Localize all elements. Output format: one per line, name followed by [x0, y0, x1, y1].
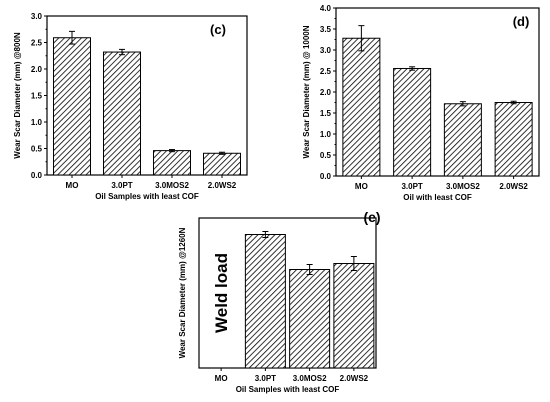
x-tick-label: 2.0WS2 — [340, 374, 369, 383]
x-tick-label: 3.0MOS2 — [155, 181, 189, 190]
x-tick-label: MO — [215, 374, 228, 383]
x-tick-label: 3.0PT — [255, 374, 276, 383]
panel-label: (c) — [210, 22, 226, 37]
y-tick-label: 3.0 — [31, 12, 43, 21]
x-axis-label: Oil with least COF — [403, 193, 472, 202]
x-axis-label: Oil Samples with least COF — [236, 385, 340, 394]
y-tick-label: 0.0 — [320, 172, 332, 181]
x-tick-label: 2.0WS2 — [208, 181, 237, 190]
bar — [153, 150, 191, 176]
bar — [494, 102, 533, 177]
y-tick-label: 3.5 — [320, 25, 332, 34]
bar — [244, 234, 286, 369]
x-tick-label: 3.0PT — [401, 182, 422, 191]
bar — [103, 51, 141, 176]
y-axis-label: Wear Scar Diameter (mm) @800N — [13, 32, 22, 159]
bar — [333, 263, 375, 369]
plot-frame — [198, 217, 377, 369]
bar — [289, 269, 331, 369]
bar — [342, 37, 381, 177]
y-tick-label: 1.0 — [31, 118, 43, 127]
chart-panel-d: 0.0 0.5 1.0 1.5 2.0 2.5 3.0 3.5 4.0 MO 3.0PT 3.0MOS… — [302, 4, 540, 202]
y-tick-label: 1.5 — [31, 92, 43, 101]
y-tick-label: 1.0 — [320, 130, 332, 139]
weld-load-annotation: Weld load — [212, 253, 231, 333]
x-tick-label: 3.0MOS2 — [293, 374, 327, 383]
panel-label: (d) — [513, 14, 530, 29]
y-axis-label: Wear Scar Diameter (mm) @ 1000N — [302, 25, 311, 158]
x-tick-label: 3.0MOS2 — [446, 182, 480, 191]
y-tick-label: 0.5 — [320, 151, 332, 160]
x-tick-label: 3.0PT — [111, 181, 132, 190]
y-tick-label: 0.5 — [31, 145, 43, 154]
y-tick-label: 2.5 — [31, 39, 43, 48]
bar — [203, 152, 241, 176]
y-tick-label: 0.0 — [31, 171, 43, 180]
chart-panel-e: MO 3.0PT 3.0MOS2 2.0WS2 Wear Scar Diameter (… — [178, 209, 381, 394]
x-tick-label: MO — [355, 182, 368, 191]
bar — [53, 37, 91, 176]
bar — [443, 103, 482, 177]
y-tick-label: 3.0 — [320, 46, 332, 55]
y-tick-label: 2.5 — [320, 67, 332, 76]
y-axis-label: Wear Scar Diameter (mm) @1260N — [178, 227, 187, 358]
x-tick-label: MO — [66, 181, 79, 190]
panel-label: (e) — [363, 209, 380, 225]
bar — [393, 67, 432, 177]
y-tick-label: 4.0 — [320, 4, 332, 13]
y-tick-label: 1.5 — [320, 109, 332, 118]
x-tick-label: 2.0WS2 — [499, 182, 528, 191]
y-tick-label: 2.0 — [31, 65, 43, 74]
y-tick-label: 2.0 — [320, 88, 332, 97]
chart-panel-c: 0.0 0.5 1.0 1.5 2.0 2.5 3.0 MO 3.0PT 3.0MOS2 2.0WS… — [13, 12, 248, 201]
x-axis-label: Oil Samples with least COF — [95, 192, 199, 201]
